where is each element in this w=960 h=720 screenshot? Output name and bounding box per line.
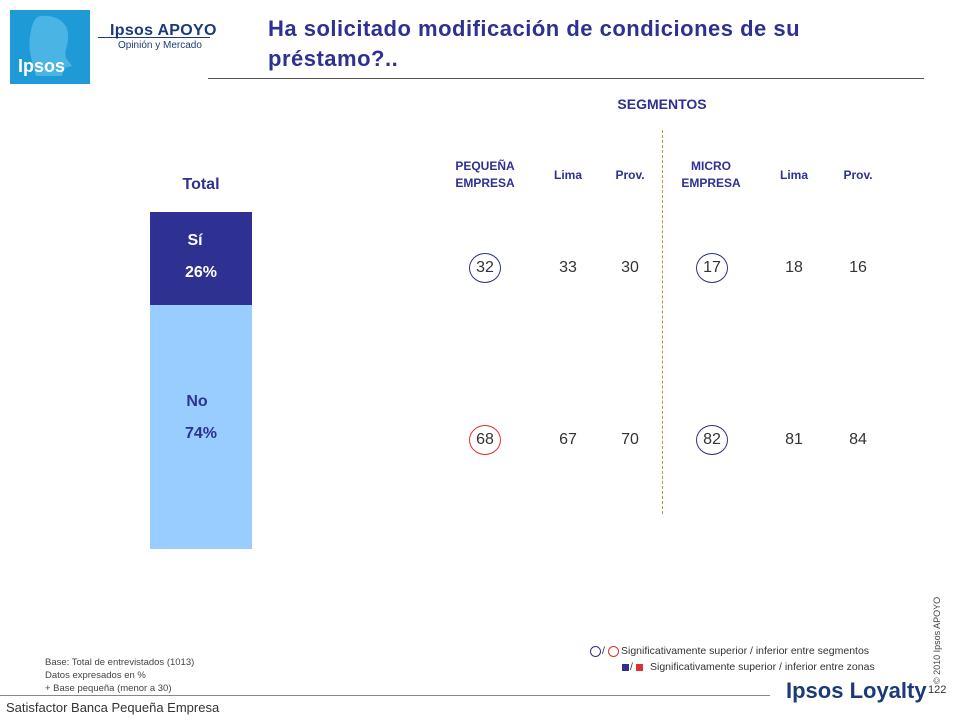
- value-cell: 70: [621, 431, 639, 448]
- segments-heading: SEGMENTOS: [617, 96, 707, 112]
- bar-label-no: No: [186, 393, 208, 410]
- footnote-units: Datos expresados en %: [45, 670, 146, 681]
- copyright-note: © 2010 Ipsos APOYO: [932, 596, 942, 684]
- value-cell: 30: [621, 259, 639, 276]
- value-cell: 68: [476, 431, 494, 448]
- legend-separator: /: [602, 645, 605, 657]
- col-header-lima-2: Lima: [779, 168, 808, 182]
- significance-circle-blue: [696, 425, 728, 455]
- bar-segment-no: No 74%: [150, 305, 252, 549]
- footer-divider: [0, 695, 770, 696]
- bar-value-si: 26%: [184, 264, 218, 281]
- col-header-prov-2: Prov.: [843, 168, 873, 182]
- circle-blue-icon: [590, 646, 601, 657]
- circle-red-icon: [608, 646, 619, 657]
- square-red-icon: [636, 664, 643, 671]
- value-cell: 82: [703, 431, 721, 448]
- col-header-prov-1: Prov.: [615, 168, 645, 182]
- col-header-micro-empresa: MICRO EMPRESA: [681, 159, 741, 190]
- bar-value-no: 74%: [184, 425, 218, 442]
- brand-name: Ipsos APOYO: [110, 22, 217, 39]
- footnote-base: Base: Total de entrevistados (1013): [45, 657, 195, 668]
- bar-segment-si: Sí 26%: [150, 212, 252, 305]
- total-heading: Total: [182, 176, 220, 193]
- legend-separator: /: [630, 661, 633, 673]
- col-header-pequena-empresa: PEQUEÑA EMPRESA: [455, 159, 515, 190]
- brand-underline: [98, 37, 210, 38]
- value-cell: 32: [476, 259, 494, 276]
- value-cell: 81: [785, 431, 803, 448]
- significance-circle-red: [469, 425, 501, 455]
- value-cell: 33: [559, 259, 577, 276]
- footer-title: Satisfactor Banca Pequeña Empresa: [6, 700, 220, 715]
- page-number: 122: [928, 684, 947, 696]
- value-cell: 84: [849, 431, 867, 448]
- total-stacked-bar: Sí 26% No 74%: [150, 212, 252, 549]
- ipsos-loyalty-logo: Ipsos Loyalty: [786, 678, 927, 703]
- title-divider: [208, 78, 924, 79]
- value-cell: 18: [785, 259, 803, 276]
- segment-divider: [662, 130, 663, 514]
- logo-text: Ipsos: [18, 56, 66, 76]
- significance-circle-blue: [469, 253, 501, 283]
- value-cell: 67: [559, 431, 577, 448]
- value-cell: 17: [703, 259, 721, 276]
- value-cell: 16: [849, 259, 867, 276]
- significance-circle-blue: [696, 253, 728, 283]
- square-blue-icon: [622, 664, 629, 671]
- col-header-lima-1: Lima: [553, 168, 582, 182]
- brand-tagline: Opinión y Mercado: [118, 40, 202, 51]
- footnote-small-base: + Base pequeña (menor a 30): [45, 683, 172, 694]
- ipsos-logo: [10, 10, 90, 84]
- legend-text-segments: Significativamente superior / inferior e…: [621, 645, 870, 657]
- legend-text-zones: Significativamente superior / inferior e…: [650, 661, 875, 673]
- bar-label-si: Sí: [187, 232, 203, 249]
- page-title: Ha solicitado modificación de condicione…: [268, 16, 801, 71]
- profile-silhouette-icon: [29, 15, 73, 76]
